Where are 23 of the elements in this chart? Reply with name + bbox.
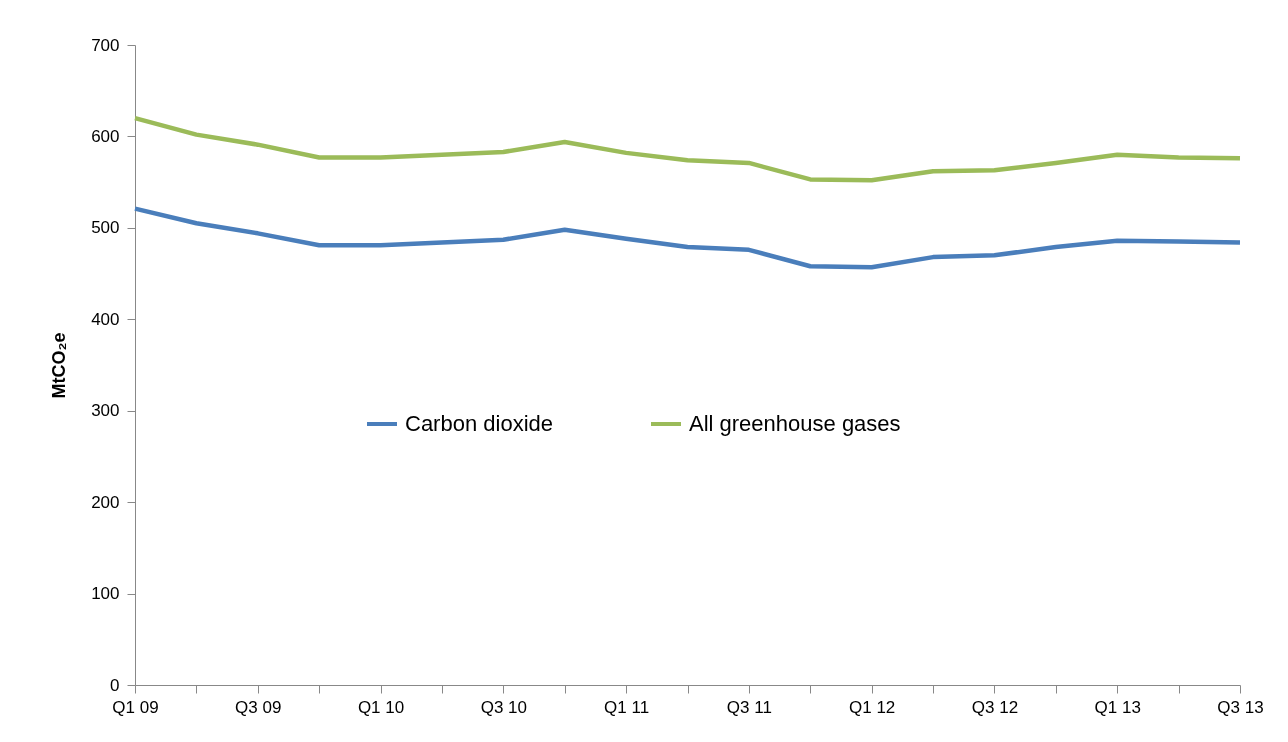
legend-label: All greenhouse gases xyxy=(689,411,901,436)
y-tick-label: 600 xyxy=(91,126,120,146)
line-series xyxy=(132,206,1243,270)
y-tick-label: 400 xyxy=(91,309,120,329)
y-tick-label: 300 xyxy=(91,401,120,421)
y-tick-label: 100 xyxy=(91,584,120,604)
y-tick-label: 700 xyxy=(91,35,120,55)
y-axis-title: MtCO₂e xyxy=(49,332,70,399)
x-tick-label: Q3 10 xyxy=(480,697,527,717)
y-tick-label: 200 xyxy=(91,492,120,512)
legend-label: Carbon dioxide xyxy=(405,411,553,436)
x-tick-label: Q1 09 xyxy=(112,697,159,717)
x-tick-label: Q1 13 xyxy=(1094,697,1141,717)
x-tick-label: Q3 12 xyxy=(971,697,1019,717)
x-tick-label: Q1 10 xyxy=(357,697,405,717)
line-series xyxy=(132,115,1243,183)
y-tick-label: 500 xyxy=(91,218,120,238)
x-tick-label: Q1 12 xyxy=(849,697,896,717)
x-tick-label: Q1 11 xyxy=(604,697,650,717)
x-tick-label: Q3 11 xyxy=(726,697,772,717)
y-tick-label: 0 xyxy=(110,675,120,695)
x-tick-label: Q3 13 xyxy=(1217,697,1264,717)
x-tick-label: Q3 09 xyxy=(235,697,282,717)
